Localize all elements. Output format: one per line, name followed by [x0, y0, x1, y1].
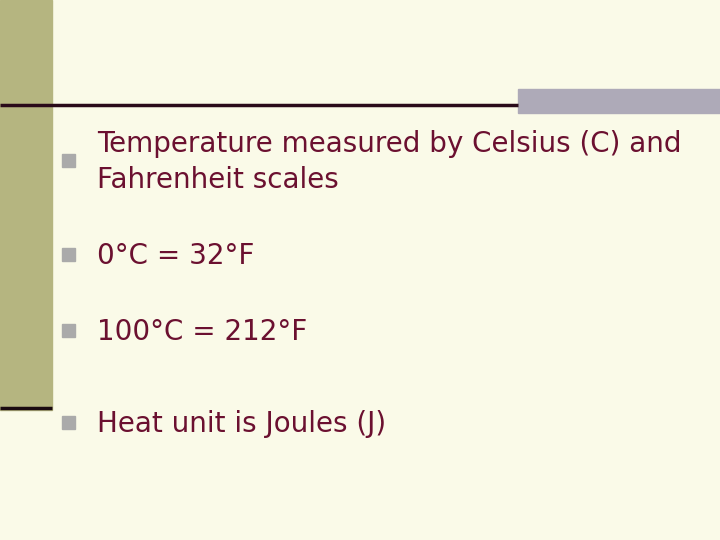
Bar [62, 248, 75, 261]
Bar [62, 154, 75, 167]
Bar [518, 89, 720, 113]
Text: 0°C = 32°F: 0°C = 32°F [97, 242, 255, 271]
Text: Temperature measured by Celsius (C) and
Fahrenheit scales: Temperature measured by Celsius (C) and … [97, 130, 682, 194]
Text: Heat unit is Joules (J): Heat unit is Joules (J) [97, 410, 387, 438]
Text: 100°C = 212°F: 100°C = 212°F [97, 318, 307, 346]
Bar [62, 416, 75, 429]
Bar [0, 0, 52, 410]
Bar [62, 324, 75, 337]
